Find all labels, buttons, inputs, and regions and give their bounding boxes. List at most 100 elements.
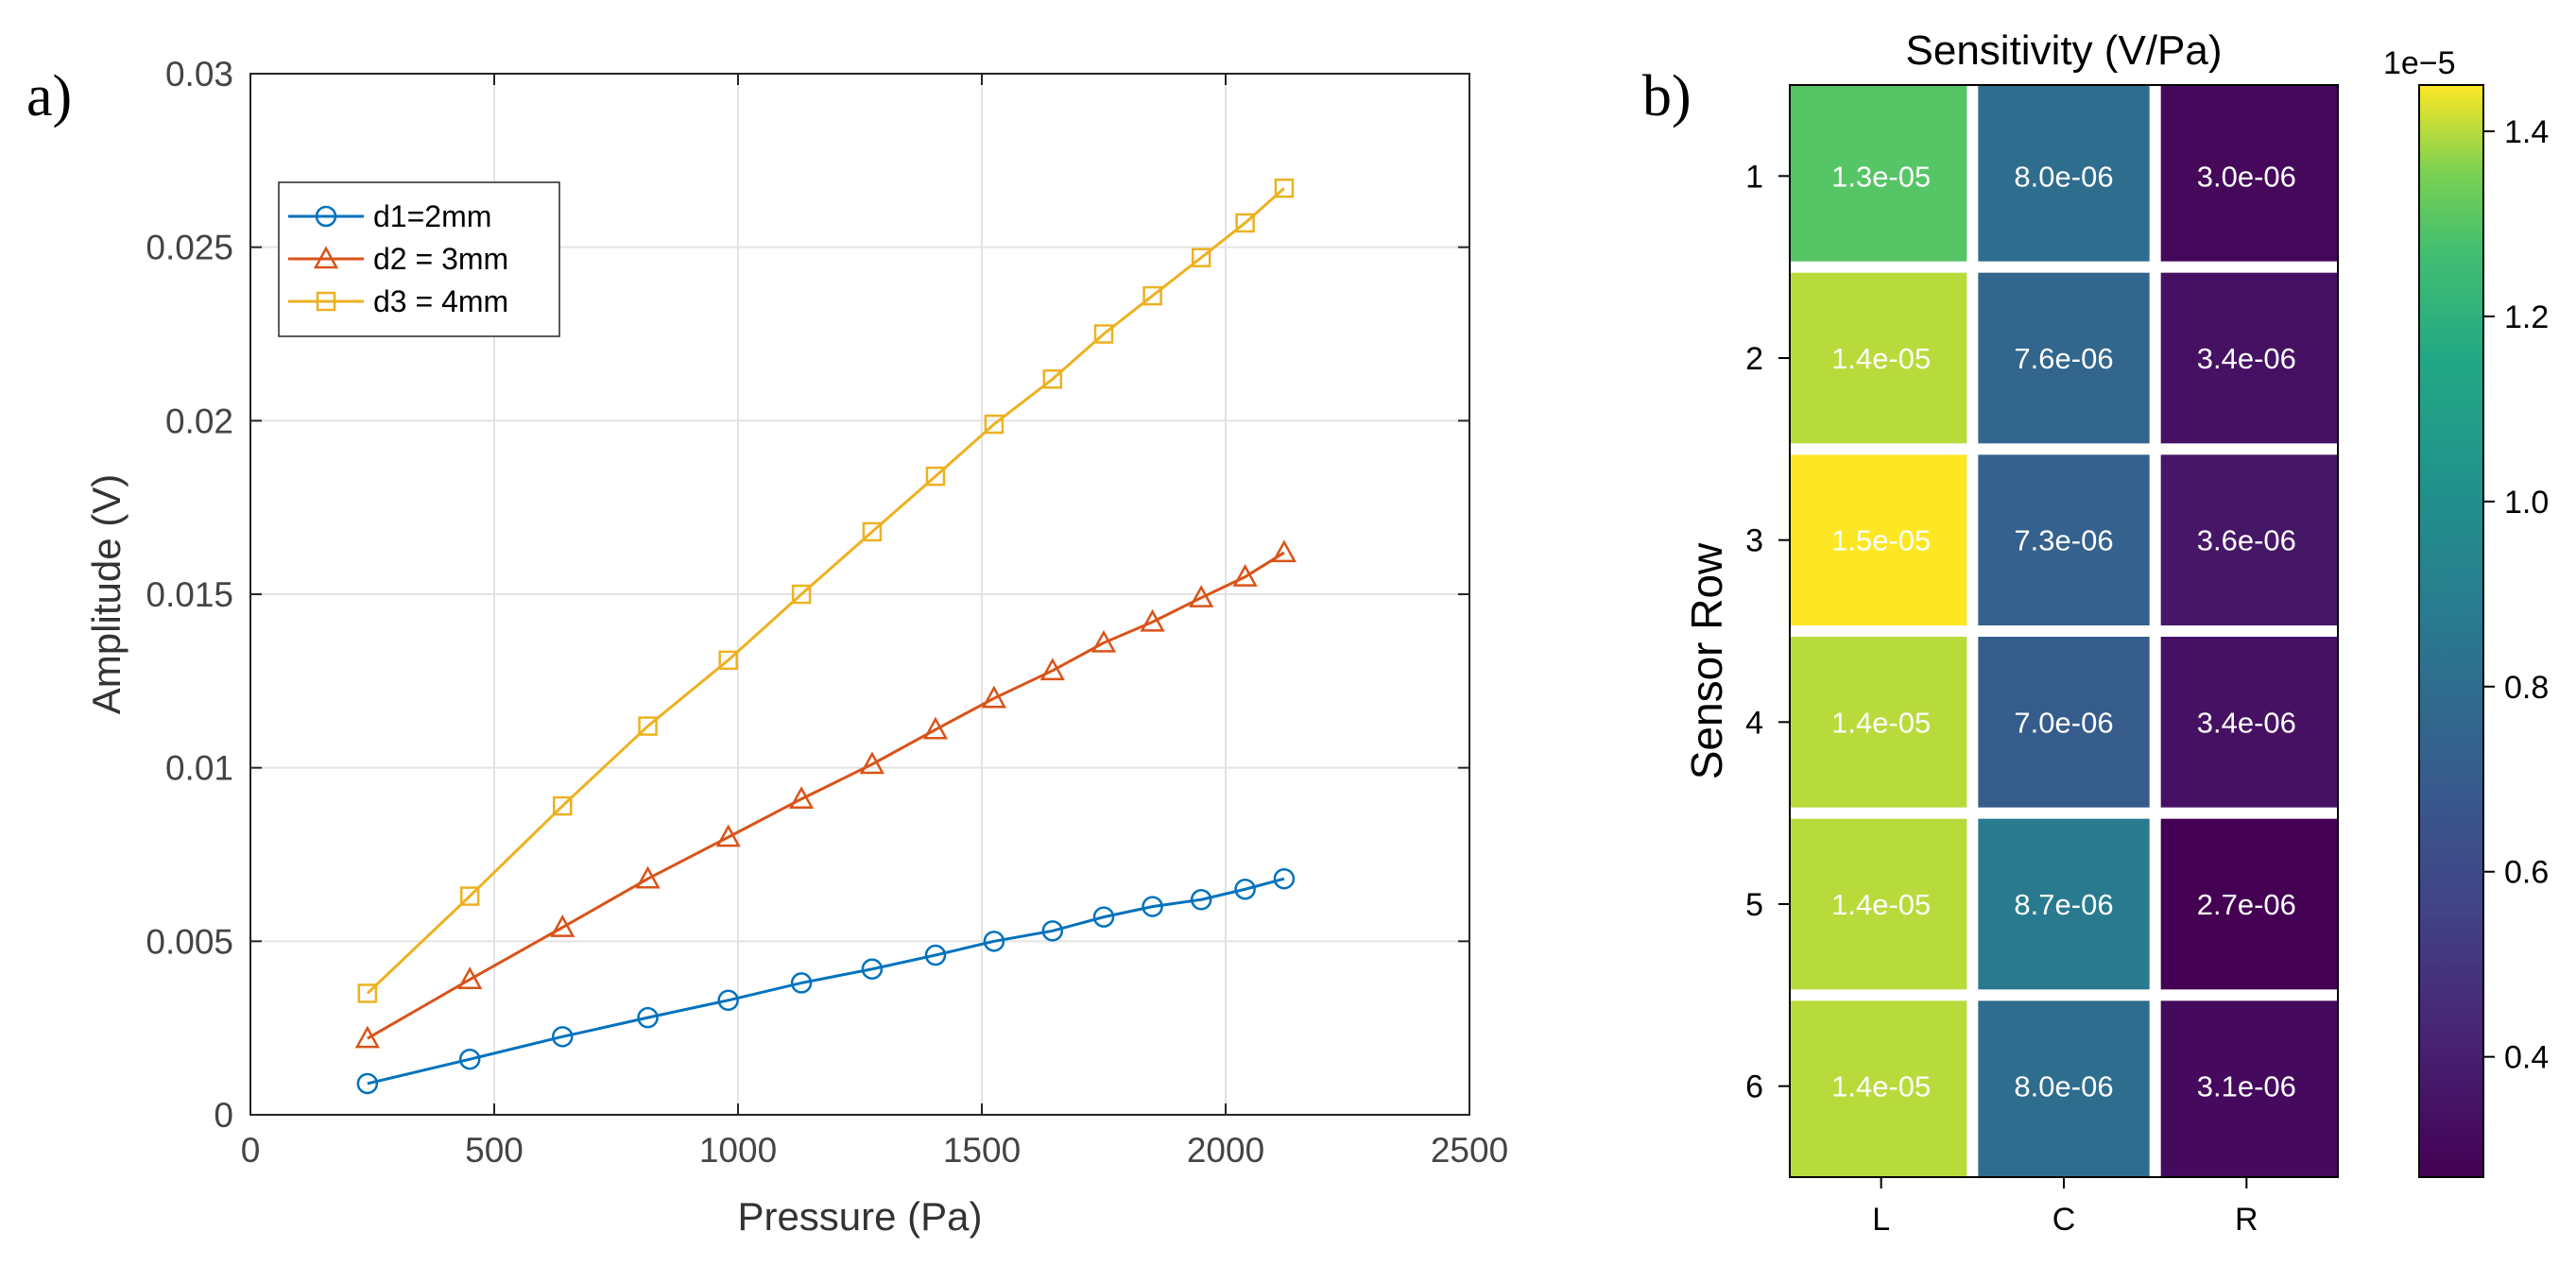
data-point — [1093, 324, 1114, 344]
colorbar-tick-label: 1.2 — [2504, 299, 2549, 335]
data-point — [718, 650, 738, 671]
data-point — [1235, 213, 1255, 233]
data-point — [638, 716, 658, 736]
data-point — [1234, 878, 1256, 900]
panel-label-a: a) — [26, 64, 72, 128]
data-point — [1232, 564, 1258, 587]
heatmap-cell — [1790, 85, 1967, 262]
data-point — [1142, 896, 1163, 917]
heatmap-cell-label: 1.4e-05 — [1831, 888, 1931, 921]
heatmap-cell-label: 1.4e-05 — [1831, 1070, 1931, 1103]
heatmap-cell-label: 3.1e-06 — [2197, 1070, 2296, 1103]
heatmap-cell — [1790, 454, 1967, 625]
y-axis-ticks: 0 0.005 0.01 0.015 0.02 0.025 0.03 — [146, 55, 1469, 1135]
data-point — [861, 958, 884, 980]
legend-label: d1=2mm — [373, 199, 491, 233]
legend-marker — [316, 291, 336, 312]
row-tick-label: 6 — [1745, 1069, 1763, 1105]
heatmap-cell — [1790, 1000, 1967, 1177]
heatmap-cell — [2160, 818, 2338, 990]
data-point — [1042, 369, 1063, 389]
legend: d1=2mm d2 = 3mm d3 = 4mm — [278, 181, 560, 337]
heatmap-cell-label: 3.4e-06 — [2197, 342, 2296, 375]
heatmap-cell — [1790, 637, 1967, 808]
column-tick-label: R — [2235, 1202, 2258, 1238]
heatmap-cell-label: 1.3e-05 — [1831, 160, 1931, 193]
line-chart-series — [354, 178, 1297, 1095]
legend-entry-1: d1=2mm — [288, 199, 491, 233]
line-chart-grid — [249, 73, 1470, 1116]
y-tick-label: 0.025 — [146, 229, 233, 267]
data-point — [552, 795, 573, 816]
data-point — [983, 931, 1005, 952]
row-tick-label: 4 — [1745, 705, 1763, 741]
colorbar-tick-label: 1.4 — [2504, 114, 2549, 150]
series-line — [367, 551, 1285, 1040]
x-axis-ticks: 0 500 1000 1500 2000 2500 — [241, 74, 1508, 1170]
heatmap-cell — [2160, 1000, 2338, 1177]
row-tick-label: 3 — [1745, 523, 1763, 559]
panel-label-b: b) — [1642, 64, 1692, 128]
data-point — [356, 1072, 379, 1095]
data-point — [1273, 867, 1296, 890]
heatmap-cell-label: 3.0e-06 — [2197, 160, 2296, 193]
data-point — [637, 1006, 659, 1029]
data-point — [1191, 248, 1211, 267]
y-axis-title: Amplitude (V) — [84, 474, 129, 714]
heatmap-cell — [1978, 454, 2150, 625]
legend-entry-2: d2 = 3mm — [288, 242, 508, 276]
heatmap-cell-label: 2.7e-06 — [2197, 888, 2296, 921]
heatmap-cell-label: 7.6e-06 — [2014, 342, 2113, 375]
y-tick-label: 0.02 — [165, 402, 233, 440]
heatmap-cell — [1790, 818, 1967, 990]
heatmap-cell — [2160, 85, 2338, 262]
data-point — [1140, 608, 1165, 632]
legend-items: d1=2mm d2 = 3mm d3 = 4mm — [288, 199, 508, 318]
data-point — [1271, 539, 1297, 563]
data-point — [550, 915, 575, 937]
y-tick-label: 0.01 — [165, 749, 233, 788]
data-point — [635, 865, 661, 889]
y-tick-label: 0.03 — [165, 55, 233, 94]
data-point — [788, 786, 815, 809]
data-point — [984, 414, 1005, 435]
heatmap-cell — [2160, 272, 2338, 444]
data-point — [1039, 658, 1065, 681]
colorbar: 1e−5 0.4 0.6 0.8 1.0 1.2 1.4 — [2383, 45, 2549, 1178]
x-tick-label: 2000 — [1187, 1131, 1264, 1170]
heatmap-cell — [2160, 637, 2338, 808]
row-tick-label: 5 — [1745, 887, 1763, 923]
column-tick-label: C — [2052, 1202, 2076, 1238]
line-chart: a) 0 500 1000 1500 2000 2500 00.0050.010.0150… — [26, 55, 1508, 1239]
x-tick-label: 2500 — [1431, 1131, 1508, 1170]
row-tick-label: 1 — [1745, 159, 1763, 195]
heatmap-cell — [1978, 637, 2150, 808]
x-axis-title: Pressure (Pa) — [737, 1194, 982, 1239]
x-tick-label: 1000 — [699, 1131, 777, 1170]
data-point — [458, 1048, 481, 1070]
heatmap-cell-label: 1.4e-05 — [1831, 342, 1931, 375]
heatmap-cell-label: 8.7e-06 — [2014, 888, 2113, 921]
heatmap-cell-label: 7.0e-06 — [2014, 706, 2113, 739]
data-point — [357, 983, 378, 1003]
heatmap-background — [1790, 85, 2338, 1177]
data-point — [790, 972, 813, 994]
colorbar-scale-label: 1e−5 — [2383, 45, 2456, 81]
heatmap-y-axis-title: Sensor Row — [1682, 542, 1731, 779]
series-1 — [356, 867, 1296, 1095]
heatmap-cell-label: 8.0e-06 — [2014, 1070, 2113, 1103]
data-point — [922, 716, 949, 740]
y-tick-label: 0.015 — [146, 575, 233, 614]
colorbar-tick-label: 0.4 — [2504, 1040, 2549, 1076]
y-tick-label: 0.005 — [146, 922, 233, 961]
data-point — [459, 886, 480, 906]
heatmap-cell-label: 1.5e-05 — [1831, 524, 1931, 557]
heatmap-cell-label: 7.3e-06 — [2014, 524, 2113, 557]
heatmap-cell — [1978, 818, 2150, 990]
heatmap-cell-label: 3.4e-06 — [2197, 706, 2296, 739]
x-tick-label: 0 — [241, 1131, 261, 1170]
heatmap-cell-label: 8.0e-06 — [2014, 160, 2113, 193]
x-tick-label: 500 — [465, 1131, 524, 1170]
